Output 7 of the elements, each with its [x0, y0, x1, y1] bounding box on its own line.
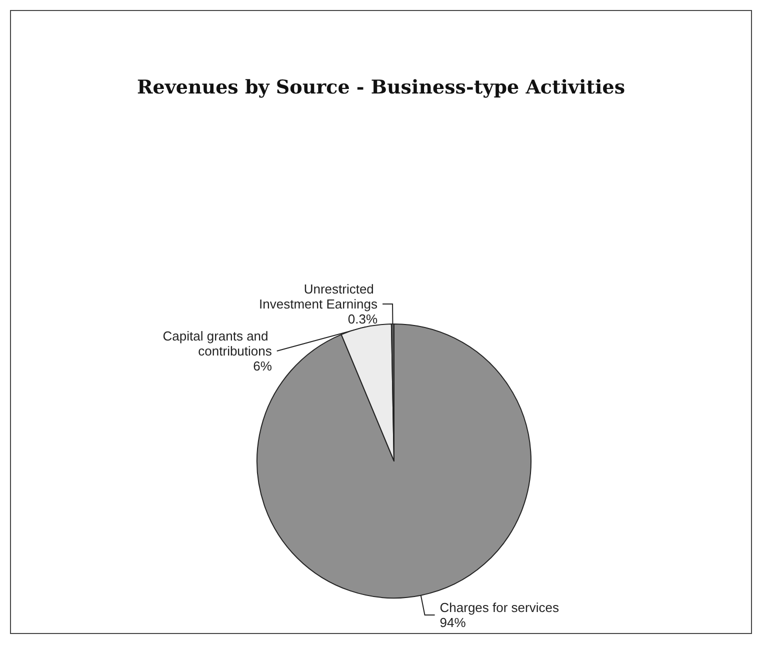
data-label: 6%: [253, 358, 272, 374]
data-label: 94%: [440, 614, 466, 630]
data-label: 0.3%: [348, 312, 378, 327]
slice-label: Charges for services: [440, 600, 560, 615]
slice-label: Capital grants and contributions: [162, 328, 272, 359]
slice-label: Unrestricted Investment Earnings: [259, 282, 378, 312]
chart-title: Revenues by Source - Business-type Activities: [136, 76, 626, 98]
